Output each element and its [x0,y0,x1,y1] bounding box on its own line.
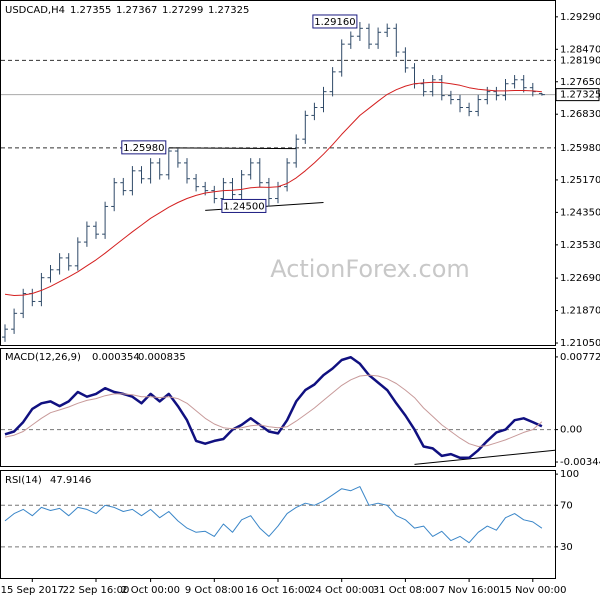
readout: 1.27299 [162,5,203,16]
y-tick-label: 1.27650 [560,77,600,88]
annotation: 1.24500 [223,201,264,212]
readout: 1.27355 [70,5,111,16]
series-line [4,486,543,544]
rsi-title: RSI(14) [5,475,42,486]
y-tick-label: 1.25170 [560,175,600,186]
y-tick-label: 0.007728 [560,352,600,363]
rsi-frame [0,470,556,579]
readout: 1.27367 [116,5,157,16]
annotation-box [121,140,167,155]
readout: 0.000835 [138,352,186,363]
readout: 1.27325 [208,5,249,16]
trendline [414,449,556,465]
annotation: 1.29160 [314,17,355,28]
price-title: USDCAD,H4 [5,5,65,16]
y-tick-label: 0.00 [560,425,582,436]
x-tick-label: 24 Oct 00:00 [309,585,374,596]
y-tick-label: 1.23530 [560,240,600,251]
readout: 0.000354 [92,352,140,363]
annotation: 1.25980 [123,143,164,154]
watermark: ActionForex.com [270,255,470,283]
y-tick-label: 1.24350 [560,207,600,218]
annotation-box [312,14,358,29]
trendline [168,147,297,150]
readout: 47.9146 [50,475,91,486]
y-tick-label: 1.26830 [560,109,600,120]
price-frame [0,0,556,346]
macd-frame [0,348,556,467]
level-box [556,141,599,154]
y-tick-label: 1.29290 [560,12,600,23]
y-tick-label: 1.22690 [560,273,600,284]
level-label: 1.25980 [560,143,600,154]
y-tick-label: 70 [560,500,573,511]
y-tick-label: 1.21870 [560,306,600,317]
x-tick-label: 9 Oct 08:00 [185,585,244,596]
y-tick-label: 1.28470 [560,44,600,55]
y-tick-label: 1.21050 [560,338,600,349]
level-box [555,88,600,102]
y-tick-label: 100 [560,469,579,480]
level-label: 1.28190 [560,55,600,66]
x-tick-label: 16 Oct 16:00 [245,585,310,596]
level-label: 1.27325 [560,90,600,101]
series-line [4,374,543,447]
macd-title: MACD(12,26,9) [5,352,81,363]
x-tick-label: 2 Oct 00:00 [121,585,180,596]
x-tick-label: 7 Nov 16:00 [439,585,500,596]
moving-average [4,81,542,296]
y-tick-label: 30 [560,542,573,553]
x-tick-label: 31 Oct 08:00 [373,585,438,596]
level-box [556,54,599,67]
x-tick-label: 15 Nov 00:00 [499,585,566,596]
y-tick-label: -0.003448 [560,457,600,468]
x-tick-label: 15 Sep 2017 [1,585,64,596]
series-line [4,355,543,460]
x-tick-label: 22 Sep 16:00 [63,585,130,596]
annotation-box [221,198,267,213]
